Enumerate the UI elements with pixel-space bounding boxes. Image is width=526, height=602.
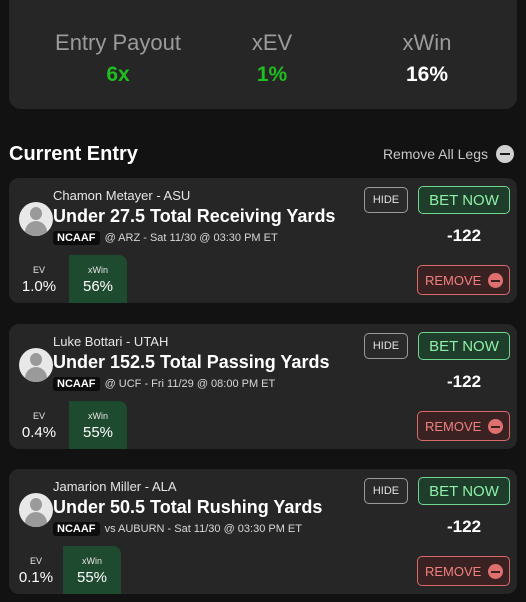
ev-label: EV <box>32 265 45 275</box>
xwin-metric: xWin 56% <box>69 255 127 303</box>
leg-card: Jamarion Miller - ALA Under 50.5 Total R… <box>9 469 517 594</box>
current-entry-title: Current Entry <box>9 143 138 165</box>
leg-card: Chamon Metayer - ASU Under 27.5 Total Re… <box>9 178 517 303</box>
player-avatar-icon <box>19 493 53 527</box>
odds-value: -122 <box>447 226 482 245</box>
bet-now-button[interactable]: BET NOW <box>418 332 510 360</box>
player-avatar-icon <box>19 348 53 382</box>
xev-label: xEV <box>251 30 293 55</box>
remove-all-legs-button[interactable]: Remove All Legs <box>383 145 514 163</box>
xwin-value: 16% <box>405 63 449 86</box>
game-info: NCAAF @ UCF - Fri 11/29 @ 08:00 PM ET <box>53 377 275 391</box>
xwin-stat: xWin 16% <box>377 30 477 87</box>
xev-value: 1% <box>256 63 288 86</box>
ev-label: EV <box>32 411 45 421</box>
minus-circle-icon <box>488 273 503 288</box>
xwin-value: 56% <box>82 278 114 295</box>
leg-metrics: EV 0.1% xWin 55% <box>9 546 121 594</box>
remove-all-legs-label: Remove All Legs <box>382 146 488 162</box>
leg-card: Luke Bottari - UTAH Under 152.5 Total Pa… <box>9 324 517 449</box>
remove-leg-button[interactable]: REMOVE <box>417 556 510 586</box>
xwin-label: xWin <box>82 556 102 566</box>
ev-value: 1.0% <box>21 278 57 295</box>
entry-summary-panel: Entry Payout 6x xEV 1% xWin 16% <box>9 0 517 109</box>
ev-label: EV <box>29 556 42 566</box>
odds-value: -122 <box>447 372 482 391</box>
bet-now-button[interactable]: BET NOW <box>418 477 510 505</box>
remove-label: REMOVE <box>425 272 482 288</box>
league-badge: NCAAF <box>53 377 100 391</box>
league-badge: NCAAF <box>53 522 100 536</box>
market-title: Under 27.5 Total Receiving Yards <box>53 206 336 226</box>
remove-leg-button[interactable]: REMOVE <box>417 265 510 295</box>
entry-payout-value: 6x <box>106 63 130 86</box>
ev-metric: EV 1.0% <box>9 255 69 303</box>
remove-leg-button[interactable]: REMOVE <box>417 411 510 441</box>
player-name: Luke Bottari - UTAH <box>53 334 169 349</box>
leg-metrics: EV 1.0% xWin 56% <box>9 255 127 303</box>
game-details: vs AUBURN - Sat 11/30 @ 03:30 PM ET <box>104 523 302 535</box>
entry-payout-label: Entry Payout <box>55 30 181 55</box>
ev-value: 0.1% <box>18 569 54 586</box>
current-entry-header: Current Entry Remove All Legs <box>9 140 517 170</box>
game-info: NCAAF @ ARZ - Sat 11/30 @ 03:30 PM ET <box>53 231 278 245</box>
hide-button[interactable]: HIDE <box>364 478 408 504</box>
bet-now-button[interactable]: BET NOW <box>418 186 510 214</box>
ev-value: 0.4% <box>21 424 57 441</box>
game-details: @ UCF - Fri 11/29 @ 08:00 PM ET <box>104 378 276 390</box>
market-title: Under 152.5 Total Passing Yards <box>53 352 330 372</box>
remove-label: REMOVE <box>425 418 482 434</box>
league-badge: NCAAF <box>53 231 100 245</box>
xwin-label: xWin <box>402 30 452 55</box>
ev-metric: EV 0.4% <box>9 401 69 449</box>
minus-circle-icon <box>488 419 503 434</box>
entry-payout-stat: Entry Payout 6x <box>43 30 193 87</box>
xwin-label: xWin <box>88 411 108 421</box>
xwin-metric: xWin 55% <box>69 401 127 449</box>
remove-label: REMOVE <box>425 563 482 579</box>
game-info: NCAAF vs AUBURN - Sat 11/30 @ 03:30 PM E… <box>53 522 302 536</box>
minus-circle-icon <box>496 145 514 163</box>
xwin-value: 55% <box>82 424 114 441</box>
market-title: Under 50.5 Total Rushing Yards <box>53 497 323 517</box>
xwin-value: 55% <box>76 569 108 586</box>
player-name: Jamarion Miller - ALA <box>53 479 177 494</box>
xwin-label: xWin <box>88 265 108 275</box>
leg-metrics: EV 0.4% xWin 55% <box>9 401 127 449</box>
player-avatar-icon <box>19 202 53 236</box>
odds-value: -122 <box>447 517 482 536</box>
xwin-metric: xWin 55% <box>63 546 121 594</box>
player-name: Chamon Metayer - ASU <box>53 188 191 203</box>
game-details: @ ARZ - Sat 11/30 @ 03:30 PM ET <box>104 232 278 244</box>
hide-button[interactable]: HIDE <box>364 333 408 359</box>
xev-stat: xEV 1% <box>222 30 322 87</box>
minus-circle-icon <box>488 564 503 579</box>
ev-metric: EV 0.1% <box>9 546 63 594</box>
hide-button[interactable]: HIDE <box>364 187 408 213</box>
